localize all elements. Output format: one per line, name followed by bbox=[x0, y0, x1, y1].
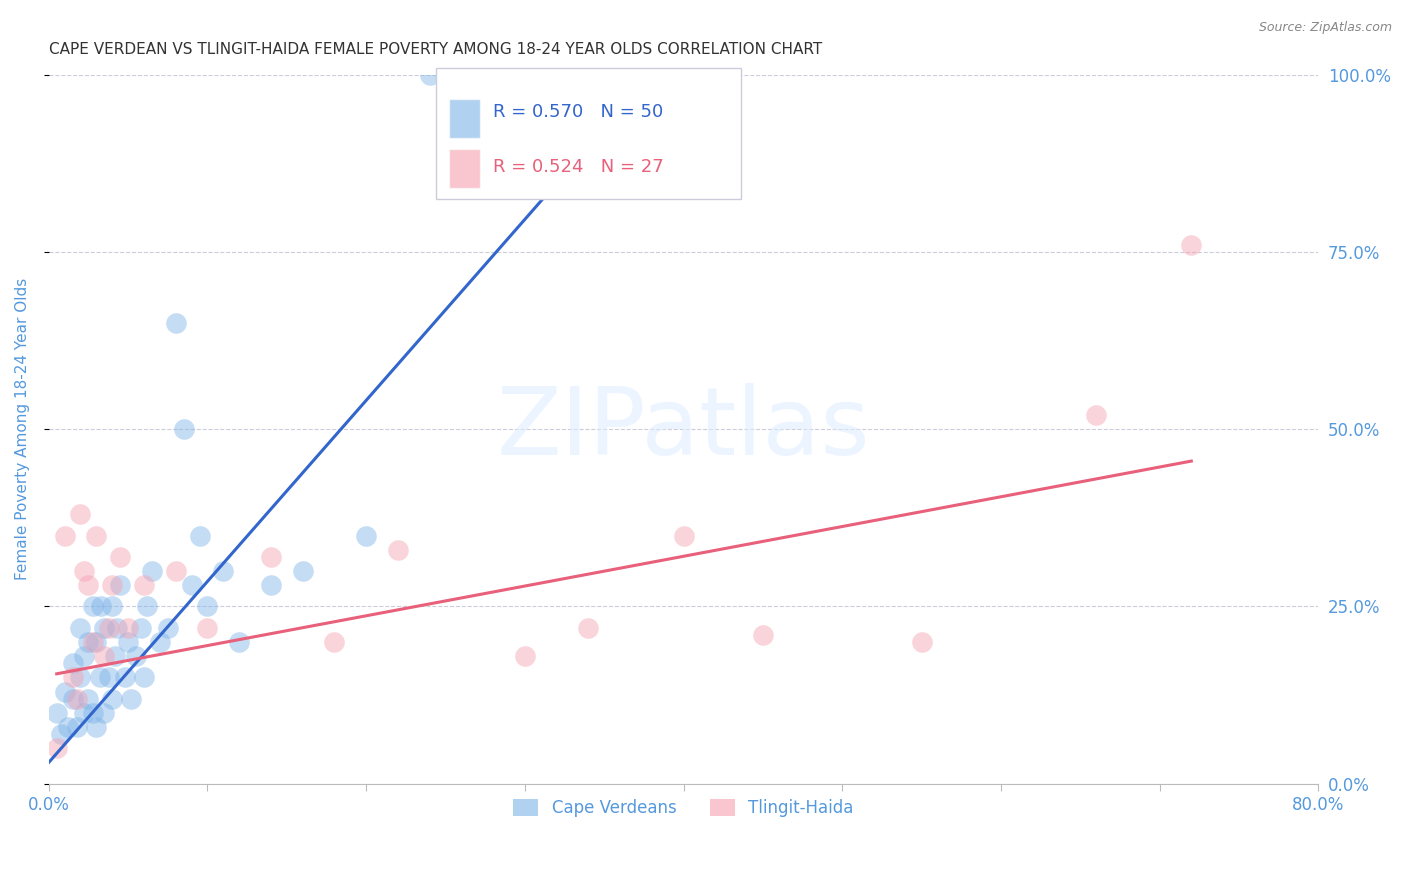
Point bbox=[62, 656, 84, 670]
Text: Source: ZipAtlas.com: Source: ZipAtlas.com bbox=[1258, 21, 1392, 34]
Y-axis label: Female Poverty Among 18-24 Year Olds: Female Poverty Among 18-24 Year Olds bbox=[15, 278, 30, 581]
Text: R = 0.570   N = 50: R = 0.570 N = 50 bbox=[494, 103, 664, 121]
Point bbox=[101, 599, 124, 614]
Point bbox=[114, 670, 136, 684]
Point bbox=[82, 599, 104, 614]
Point bbox=[53, 684, 76, 698]
Point bbox=[173, 422, 195, 436]
Point bbox=[354, 528, 377, 542]
Point bbox=[108, 549, 131, 564]
Point bbox=[56, 720, 79, 734]
Point bbox=[86, 635, 108, 649]
Point bbox=[513, 649, 536, 664]
Point bbox=[212, 564, 235, 578]
Point bbox=[132, 670, 155, 684]
Point bbox=[260, 549, 283, 564]
Point bbox=[419, 68, 441, 82]
Point bbox=[1180, 237, 1202, 252]
Point bbox=[672, 528, 695, 542]
Point bbox=[482, 68, 505, 82]
Point bbox=[120, 691, 142, 706]
Point bbox=[593, 68, 616, 82]
Point bbox=[108, 578, 131, 592]
Point bbox=[752, 628, 775, 642]
Point bbox=[197, 621, 219, 635]
Point bbox=[77, 578, 100, 592]
Point bbox=[228, 635, 250, 649]
Point bbox=[387, 542, 409, 557]
Point bbox=[62, 670, 84, 684]
Point bbox=[323, 635, 346, 649]
Point bbox=[101, 578, 124, 592]
Point bbox=[576, 621, 599, 635]
Point bbox=[188, 528, 211, 542]
FancyBboxPatch shape bbox=[449, 99, 481, 138]
Point bbox=[53, 528, 76, 542]
Point bbox=[98, 670, 121, 684]
Point bbox=[98, 621, 121, 635]
Point bbox=[73, 706, 96, 720]
Point bbox=[62, 691, 84, 706]
Point bbox=[910, 635, 932, 649]
Text: CAPE VERDEAN VS TLINGIT-HAIDA FEMALE POVERTY AMONG 18-24 YEAR OLDS CORRELATION C: CAPE VERDEAN VS TLINGIT-HAIDA FEMALE POV… bbox=[49, 42, 823, 57]
Point bbox=[165, 316, 187, 330]
Point bbox=[136, 599, 159, 614]
Point bbox=[82, 635, 104, 649]
Point bbox=[117, 635, 139, 649]
Point bbox=[291, 564, 314, 578]
Point bbox=[93, 649, 115, 664]
Point bbox=[117, 621, 139, 635]
Point bbox=[73, 564, 96, 578]
Point bbox=[66, 720, 89, 734]
Point bbox=[156, 621, 179, 635]
Point bbox=[69, 670, 91, 684]
Point bbox=[141, 564, 163, 578]
Point bbox=[93, 706, 115, 720]
Legend: Cape Verdeans, Tlingit-Haida: Cape Verdeans, Tlingit-Haida bbox=[505, 790, 862, 825]
Point bbox=[77, 635, 100, 649]
Point bbox=[129, 621, 152, 635]
Point bbox=[125, 649, 148, 664]
Point bbox=[86, 528, 108, 542]
Point bbox=[66, 691, 89, 706]
Point bbox=[51, 727, 73, 741]
Point bbox=[45, 741, 67, 756]
Point bbox=[86, 720, 108, 734]
Point bbox=[101, 691, 124, 706]
Point bbox=[180, 578, 202, 592]
Point bbox=[93, 621, 115, 635]
Point bbox=[132, 578, 155, 592]
Text: R = 0.524   N = 27: R = 0.524 N = 27 bbox=[494, 158, 664, 176]
Point bbox=[69, 621, 91, 635]
FancyBboxPatch shape bbox=[436, 68, 741, 199]
Point bbox=[149, 635, 172, 649]
Point bbox=[82, 706, 104, 720]
Point bbox=[90, 599, 112, 614]
Point bbox=[105, 621, 128, 635]
Point bbox=[45, 706, 67, 720]
Point bbox=[89, 670, 111, 684]
FancyBboxPatch shape bbox=[449, 149, 481, 188]
Point bbox=[73, 649, 96, 664]
Point bbox=[1085, 408, 1108, 422]
Text: ZIPatlas: ZIPatlas bbox=[496, 384, 870, 475]
Point bbox=[260, 578, 283, 592]
Point bbox=[197, 599, 219, 614]
Point bbox=[69, 508, 91, 522]
Point bbox=[165, 564, 187, 578]
Point bbox=[77, 691, 100, 706]
Point bbox=[104, 649, 127, 664]
